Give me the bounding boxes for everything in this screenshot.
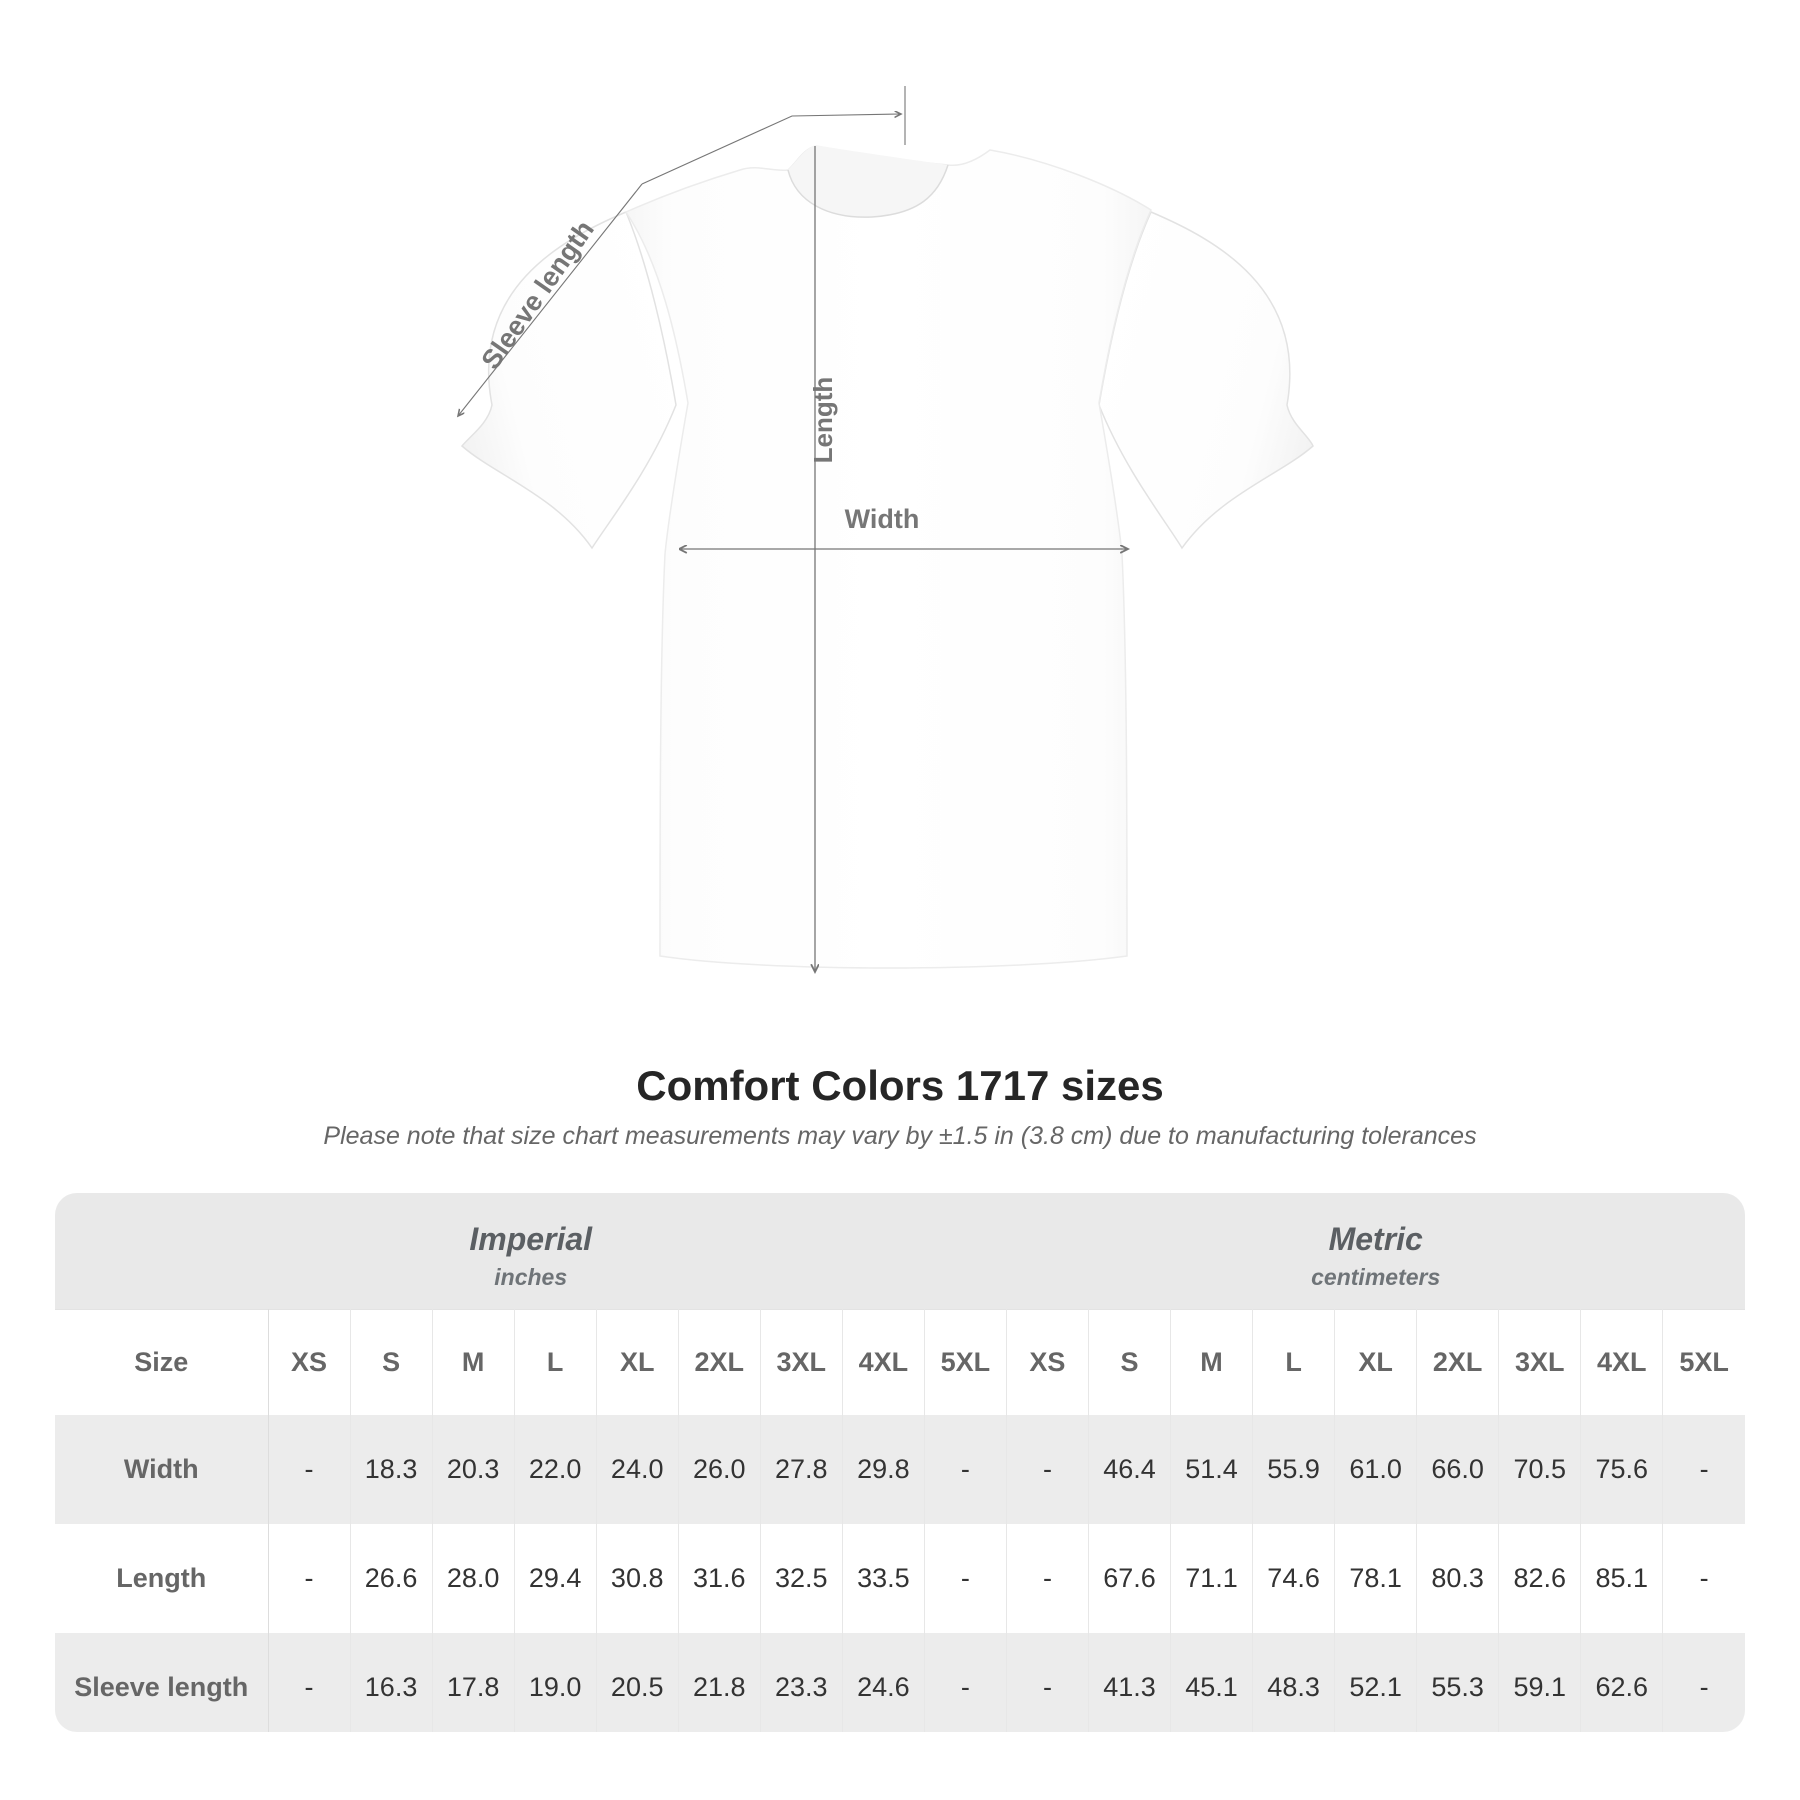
- svg-text:Width: Width: [845, 504, 920, 534]
- svg-text:Sleeve length: Sleeve length: [475, 215, 599, 375]
- svg-text:Length: Length: [808, 377, 838, 464]
